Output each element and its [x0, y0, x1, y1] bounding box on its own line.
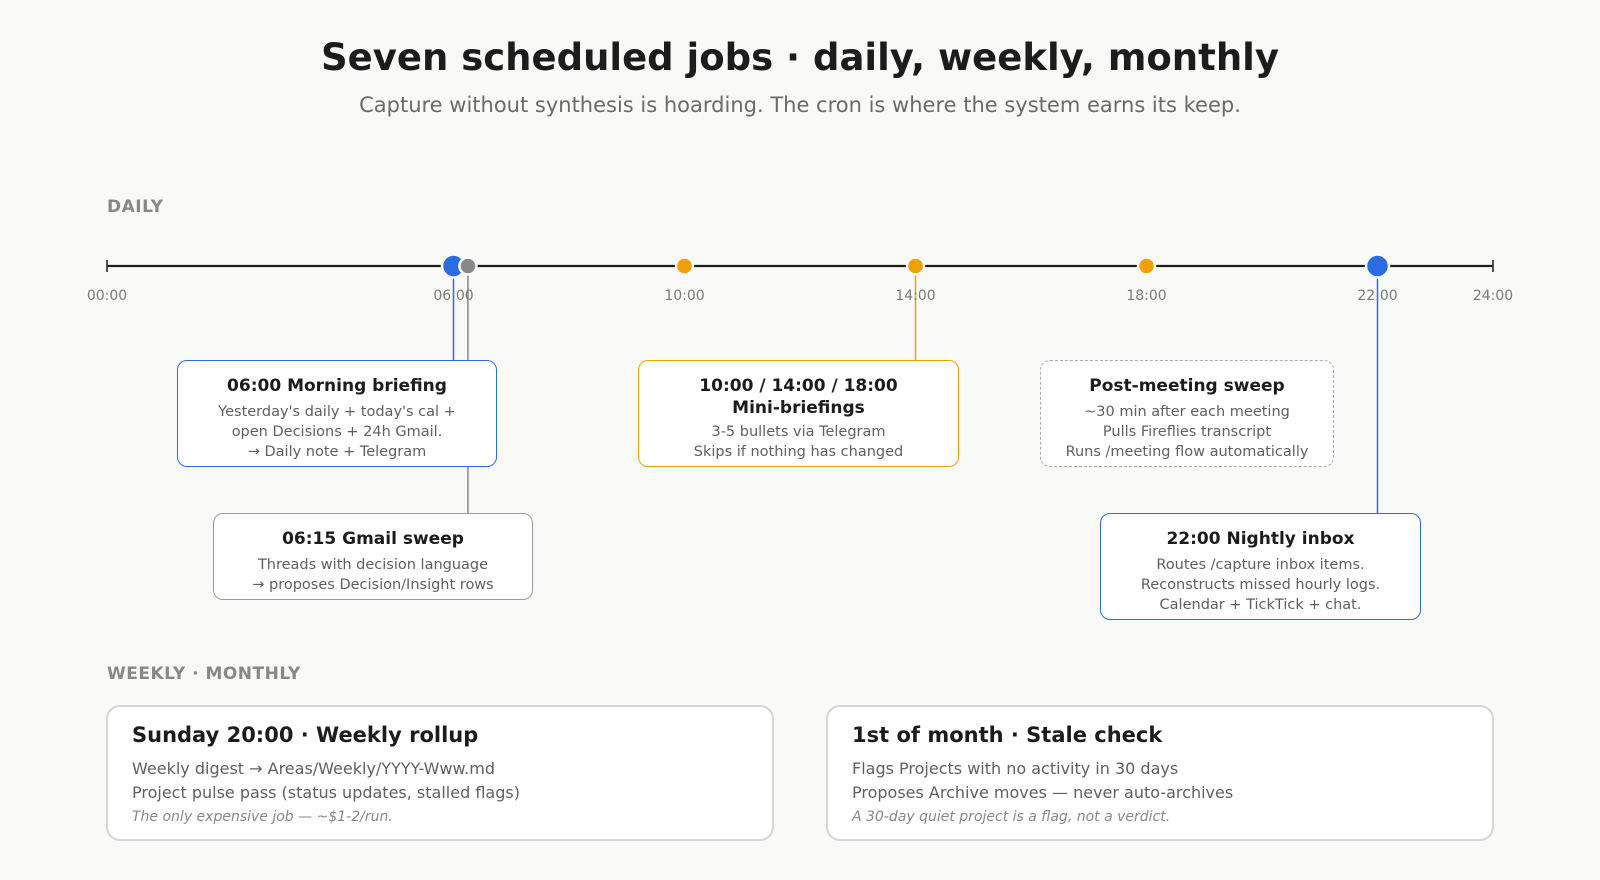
timeline-marker[interactable] [905, 256, 926, 276]
page-title: Seven scheduled jobs · daily, weekly, mo… [321, 36, 1279, 79]
daily-section-label: DAILY [107, 197, 164, 217]
job-title: 10:00 / 14:00 / 18:00 Mini-briefings [699, 376, 898, 418]
job-line: Runs /meeting flow automatically [1065, 444, 1309, 460]
job-title: 06:15 Gmail sweep [282, 529, 464, 549]
job-title: 06:00 Morning briefing [227, 376, 447, 396]
tick-label: 24:00 [1473, 288, 1513, 304]
tick-label: 14:00 [895, 288, 935, 304]
job-card-weekly-rollup[interactable]: Sunday 20:00 · Weekly rollup Weekly dige… [106, 705, 774, 841]
job-line: Pulls Fireflies transcript [1102, 424, 1272, 440]
job-line: → proposes Decision/Insight rows [252, 577, 494, 593]
job-line: Reconstructs missed hourly logs. [1140, 577, 1381, 593]
job-line: Flags Projects with no activity in 30 da… [852, 759, 1179, 778]
job-line: Proposes Archive moves — never auto-arch… [852, 783, 1234, 802]
tick-label: 18:00 [1126, 288, 1166, 304]
job-line: 3-5 bullets via Telegram [711, 424, 886, 440]
timeline-marker[interactable] [674, 256, 695, 276]
daily-timeline: 00:00 06:00 10:00 14:00 18:00 22:00 24:00 [87, 253, 1513, 513]
job-note: A 30-day quiet project is a flag, not a … [852, 809, 1171, 825]
tick-label: 06:00 [433, 288, 473, 304]
tick-label: 00:00 [87, 288, 127, 304]
job-title: Post-meeting sweep [1089, 376, 1285, 396]
timeline-marker[interactable] [458, 256, 478, 276]
job-line: ~30 min after each meeting [1084, 404, 1290, 420]
job-line: Routes /capture inbox items. [1156, 557, 1365, 573]
weekly-monthly-section-label: WEEKLY · MONTHLY [107, 664, 301, 684]
timeline-marker[interactable] [1364, 253, 1391, 279]
job-line: → Daily note + Telegram [247, 444, 427, 460]
job-line: Project pulse pass (status updates, stal… [132, 783, 520, 802]
job-title: 1st of month · Stale check [852, 723, 1163, 747]
job-card-gmail-sweep[interactable]: 06:15 Gmail sweep Threads with decision … [213, 513, 533, 600]
job-card-post-meeting-sweep[interactable]: Post-meeting sweep ~30 min after each me… [1040, 360, 1334, 467]
job-title: Sunday 20:00 · Weekly rollup [132, 723, 479, 747]
job-note: The only expensive job — ~$1-2/run. [132, 809, 393, 825]
job-card-mini-briefings[interactable]: 10:00 / 14:00 / 18:00 Mini-briefings 3-5… [638, 360, 959, 467]
job-line: Skips if nothing has changed [693, 444, 904, 460]
job-line: open Decisions + 24h Gmail. [231, 424, 443, 440]
job-card-morning-briefing[interactable]: 06:00 Morning briefing Yesterday's daily… [177, 360, 497, 467]
job-card-stale-check[interactable]: 1st of month · Stale check Flags Project… [826, 705, 1494, 841]
timeline-marker[interactable] [1136, 256, 1157, 276]
job-title: 22:00 Nightly inbox [1166, 529, 1355, 549]
job-line: Weekly digest → Areas/Weekly/YYYY-Www.md [132, 759, 495, 778]
tick-label: 10:00 [664, 288, 704, 304]
tick-label: 22:00 [1357, 288, 1397, 304]
job-card-nightly-inbox[interactable]: 22:00 Nightly inbox Routes /capture inbo… [1100, 513, 1421, 620]
job-line: Threads with decision language [257, 557, 489, 573]
page-subtitle: Capture without synthesis is hoarding. T… [359, 93, 1241, 117]
job-line: Calendar + TickTick + chat. [1159, 597, 1362, 613]
job-line: Yesterday's daily + today's cal + [218, 404, 456, 420]
